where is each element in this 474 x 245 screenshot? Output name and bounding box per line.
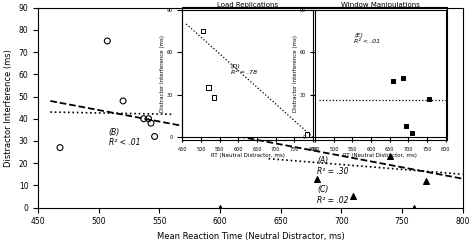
Point	[283, 112, 291, 116]
Text: (E)
R² < .01: (E) R² < .01	[355, 33, 381, 44]
Point	[216, 206, 224, 209]
X-axis label: RT (Neutral Distractor, ms): RT (Neutral Distractor, ms)	[211, 153, 284, 158]
Point	[422, 179, 430, 183]
Text: (D)
R² = .78: (D) R² = .78	[231, 64, 257, 75]
Point	[425, 97, 433, 101]
Point	[408, 131, 416, 135]
Point	[56, 146, 64, 149]
Point	[390, 79, 397, 83]
Text: (B)
R² < .01: (B) R² < .01	[109, 128, 140, 147]
Point	[410, 206, 418, 209]
Point	[145, 117, 152, 121]
Title: Window Manipulations: Window Manipulations	[341, 2, 420, 8]
Point	[344, 121, 351, 125]
Title: Load Replications: Load Replications	[217, 2, 278, 8]
Point	[289, 84, 297, 87]
Point	[402, 124, 410, 128]
Point	[103, 39, 111, 43]
Point	[140, 117, 147, 121]
Point	[199, 29, 207, 33]
Point	[205, 86, 212, 90]
Point	[337, 112, 345, 116]
Point	[350, 195, 357, 198]
Text: (A)
R² = .30: (A) R² = .30	[317, 157, 348, 176]
Text: (C)
R² = .02: (C) R² = .02	[317, 185, 348, 205]
Point	[147, 121, 155, 125]
Point	[119, 99, 127, 103]
Point	[151, 135, 158, 138]
Y-axis label: Distractor Interference (ms): Distractor Interference (ms)	[293, 35, 298, 112]
Point	[399, 76, 407, 80]
X-axis label: RT (Neutral Distractor, ms): RT (Neutral Distractor, ms)	[344, 153, 417, 158]
X-axis label: Mean Reaction Time (Neutral Distractor, ms): Mean Reaction Time (Neutral Distractor, …	[156, 232, 344, 241]
Y-axis label: Distractor Interference (ms): Distractor Interference (ms)	[4, 49, 13, 167]
Point	[210, 96, 218, 99]
Y-axis label: Distractor Interference (ms): Distractor Interference (ms)	[160, 35, 165, 112]
Point	[313, 177, 321, 181]
Point	[386, 155, 393, 159]
Point	[303, 132, 311, 136]
